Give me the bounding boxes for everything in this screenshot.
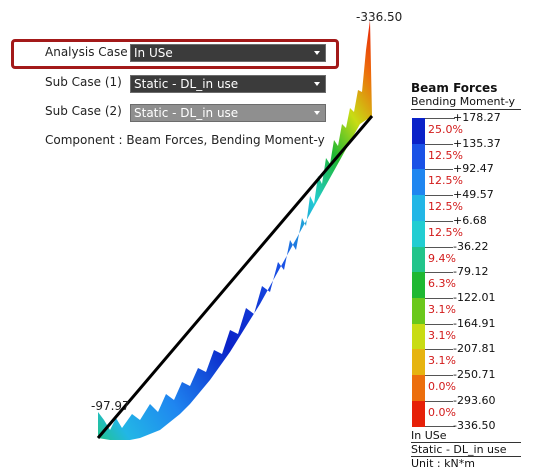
legend-tick-value: -122.01 (453, 290, 496, 304)
legend-tick-line (425, 400, 453, 402)
legend-swatch (412, 220, 425, 247)
sub-case-2-label: Sub Case (2) (45, 104, 122, 118)
analysis-case-label: Analysis Case (45, 45, 128, 59)
legend-tick-line (425, 169, 453, 171)
legend-tick-value: +6.68 (453, 213, 487, 227)
legend-tick-value: +92.47 (453, 162, 494, 176)
legend-swatch (412, 400, 425, 427)
legend-tick-value: -293.60 (453, 393, 496, 407)
legend-title: Beam Forces (411, 81, 498, 95)
analysis-case-highlight (11, 39, 339, 69)
legend-percent: 6.3% (428, 277, 456, 291)
legend-tick-value: -336.50 (453, 419, 496, 433)
legend-percent: 0.0% (428, 405, 456, 419)
analysis-case-dropdown[interactable]: In USe (130, 44, 326, 62)
legend-tick-line (425, 118, 455, 119)
chevron-down-icon (314, 111, 320, 115)
legend-tick-value: -207.81 (453, 342, 496, 356)
legend-tick-line (425, 143, 453, 145)
legend-tick-line (425, 220, 453, 222)
component-description: Component : Beam Forces, Bending Moment-… (45, 133, 325, 147)
legend-tick-line (425, 297, 453, 299)
analysis-case-value: In USe (134, 46, 173, 60)
beam-axis (96, 115, 374, 439)
legend-swatch (412, 323, 425, 350)
legend-tick-line (425, 426, 455, 428)
legend-swatch (412, 349, 425, 376)
sub-case-2-dropdown[interactable]: Static - DL_in use (130, 104, 326, 122)
legend-swatch (412, 297, 425, 325)
legend-swatch (412, 169, 425, 196)
legend-tick-value: +49.57 (453, 188, 494, 202)
legend-swatch (412, 118, 425, 145)
legend-percent: 12.5% (428, 225, 463, 239)
moment-envelope (98, 20, 372, 440)
legend-swatch (412, 195, 425, 222)
legend-percent: 3.1% (428, 328, 456, 342)
legend-percent: 12.5% (428, 148, 463, 162)
legend-percent: 0.0% (428, 380, 456, 393)
legend-tick-line (425, 195, 453, 197)
legend-tick-value: -36.22 (453, 239, 489, 253)
legend-swatch (412, 143, 425, 170)
legend-swatch (412, 272, 425, 299)
legend-subtitle: Bending Moment-y (411, 95, 521, 110)
legend-tick-line (425, 272, 453, 274)
legend-tick-value: -164.91 (453, 316, 496, 330)
legend-tick-value: -250.71 (453, 368, 496, 381)
legend-swatch (412, 375, 425, 402)
legend-percent: 25.0% (428, 123, 463, 136)
sub-case-1-dropdown[interactable]: Static - DL_in use (130, 75, 326, 93)
sub-case-1-label: Sub Case (1) (45, 75, 122, 89)
legend-footer-case: In USe (411, 429, 521, 443)
max-moment-label: -336.50 (356, 10, 403, 24)
chevron-down-icon (314, 51, 320, 55)
legend-tick-value: +178.27 (453, 111, 501, 124)
legend-tick-line (425, 246, 453, 248)
legend-footer-unit: Unit : kN*m (411, 457, 475, 470)
legend-percent: 12.5% (428, 200, 463, 214)
legend-swatch (412, 246, 425, 273)
legend-percent: 3.1% (428, 354, 456, 368)
legend-tick-value: +135.37 (453, 136, 501, 150)
legend-tick-value: -79.12 (453, 265, 489, 279)
legend-tick-line (425, 323, 453, 325)
legend-percent: 12.5% (428, 174, 463, 188)
legend-tick-line (425, 349, 453, 351)
chevron-down-icon (314, 82, 320, 86)
min-moment-label: -97.97 (91, 399, 130, 413)
sub-case-1-value: Static - DL_in use (134, 77, 239, 91)
legend-footer-subcase: Static - DL_in use (411, 443, 521, 457)
legend-percent: 9.4% (428, 251, 456, 265)
legend-tick-line (425, 375, 453, 376)
sub-case-2-value: Static - DL_in use (134, 106, 239, 120)
legend-percent: 3.1% (428, 302, 456, 316)
